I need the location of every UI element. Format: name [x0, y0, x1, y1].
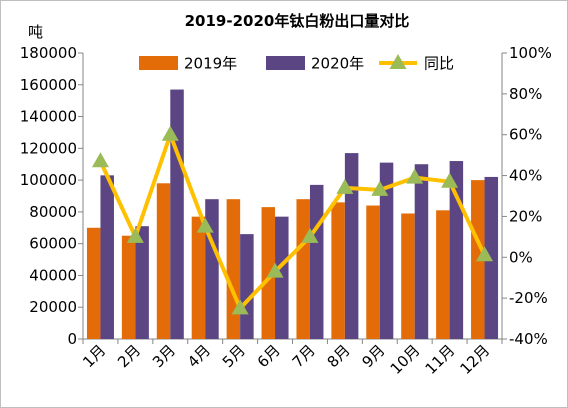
ratio-line	[91, 125, 494, 315]
x-tick-label: 11月	[422, 341, 459, 378]
bar-2019年	[366, 205, 380, 339]
bar-2020年	[205, 199, 219, 339]
bar-2019年	[261, 207, 276, 339]
x-tick-label: 6月	[254, 341, 284, 371]
bar-2019年	[401, 213, 415, 339]
y-right-tick-label: 40%	[509, 167, 542, 185]
point-同比	[301, 227, 319, 243]
legend-label: 同比	[424, 55, 454, 73]
bar-2019年	[121, 235, 136, 339]
legend-marker-同比	[389, 54, 407, 69]
bar-2020年	[135, 226, 149, 339]
bar-2020年	[275, 216, 289, 339]
bar-2019年	[436, 210, 450, 339]
bar-2019年	[296, 199, 310, 339]
bar-2020年	[484, 176, 499, 339]
y-right-tick-label: 100%	[509, 44, 552, 62]
x-tick-label: 9月	[359, 341, 389, 371]
point-同比	[266, 262, 284, 278]
bar-2019年	[226, 199, 241, 339]
y-left-tick-label: 20000	[29, 298, 77, 316]
y-right-tick-label: 80%	[509, 85, 542, 103]
x-tick-label: 1月	[79, 341, 109, 371]
y-left-axis-ticks: 0 20000 40000 60000 80000 100000 120000 140000 1…	[20, 44, 83, 348]
point-同比	[441, 172, 459, 188]
x-tick-label: 12月	[457, 341, 494, 378]
y-right-tick-label: 20%	[509, 207, 542, 225]
y-left-tick-label: 140000	[20, 108, 77, 126]
bar-2020年	[240, 234, 254, 339]
legend: 2019年 2020年 同比	[139, 54, 454, 73]
x-tick-label: 5月	[219, 341, 249, 371]
x-tick-label: 7月	[289, 341, 319, 371]
x-tick-label: 4月	[184, 341, 214, 371]
point-同比	[231, 299, 249, 315]
bar-2019年	[191, 216, 206, 339]
point-同比	[406, 168, 424, 184]
y-right-tick-label: -20%	[509, 289, 548, 307]
y-right-axis-ticks: -40% -20% 0% 20% 40% 60% 80% 100%	[502, 44, 552, 348]
bar-2019年	[331, 202, 345, 339]
point-同比	[371, 180, 389, 196]
legend-swatch-2019年	[139, 56, 178, 70]
y-left-tick-label: 100000	[20, 171, 77, 189]
y-left-tick-label: 120000	[20, 139, 77, 157]
x-tick-label: 8月	[324, 341, 354, 371]
bar-2019年	[86, 227, 101, 339]
chart-title: 2019-2020年钛白粉出口量对比	[185, 12, 410, 30]
point-同比	[161, 125, 179, 141]
y-right-tick-label: 60%	[509, 126, 542, 144]
y-left-tick-label: 160000	[20, 76, 77, 94]
y-left-tick-label: 80000	[29, 203, 77, 221]
y-left-tick-label: 40000	[29, 266, 77, 284]
y-left-tick-label: 60000	[29, 235, 77, 253]
bar-2020年	[170, 89, 184, 340]
y-left-tick-label: 180000	[20, 44, 77, 62]
y-left-tick-label: 0	[67, 330, 77, 348]
legend-label: 2020年	[311, 55, 364, 73]
x-tick-label: 2月	[114, 341, 144, 371]
bar-2019年	[156, 183, 171, 339]
bar-2020年	[414, 164, 429, 339]
bar-2020年	[379, 162, 394, 339]
x-tick-label: 3月	[149, 341, 179, 371]
bar-2020年	[100, 175, 114, 339]
point-同比	[196, 217, 214, 233]
bar-2020年	[309, 184, 324, 339]
legend-swatch-2020年	[266, 56, 305, 70]
y-right-tick-label: 0%	[509, 248, 533, 266]
point-同比	[126, 227, 144, 243]
y-left-unit-label: 吨	[28, 23, 43, 41]
point-同比	[336, 178, 354, 194]
line-同比	[98, 132, 487, 311]
bar-2020年	[344, 153, 359, 339]
point-同比	[91, 152, 109, 168]
y-right-tick-label: -40%	[509, 330, 548, 348]
bars	[86, 89, 499, 340]
point-同比	[476, 246, 494, 262]
legend-label: 2019年	[184, 55, 237, 73]
x-tick-label: 10月	[387, 341, 424, 378]
